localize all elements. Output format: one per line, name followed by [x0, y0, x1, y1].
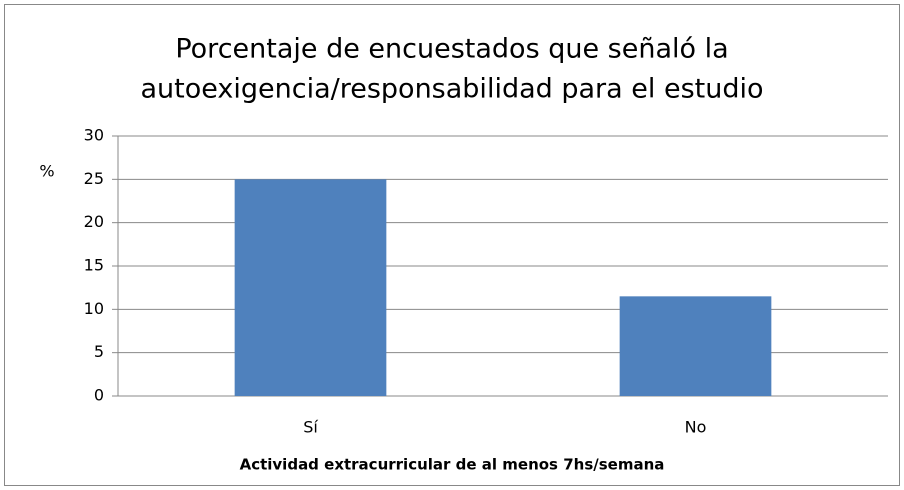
y-tick-label: 30 — [84, 126, 104, 145]
y-tick-label: 25 — [84, 169, 104, 188]
y-tick-label: 10 — [84, 299, 104, 318]
x-tick-label: Sí — [303, 418, 318, 437]
bar — [234, 179, 387, 396]
x-axis-label: Actividad extracurricular de al menos 7h… — [240, 456, 665, 474]
x-tick-label: No — [685, 418, 707, 437]
y-tick-label: 20 — [84, 212, 104, 231]
y-tick-label: 15 — [84, 256, 104, 275]
y-axis-label: % — [39, 162, 54, 181]
chart-title: autoexigencia/responsabilidad para el es… — [141, 74, 764, 105]
chart-title: Porcentaje de encuestados que señaló la — [175, 34, 728, 65]
chart-border — [4, 4, 900, 486]
y-tick-label: 5 — [94, 342, 104, 361]
bar — [619, 296, 772, 396]
y-tick-label: 0 — [94, 386, 104, 405]
